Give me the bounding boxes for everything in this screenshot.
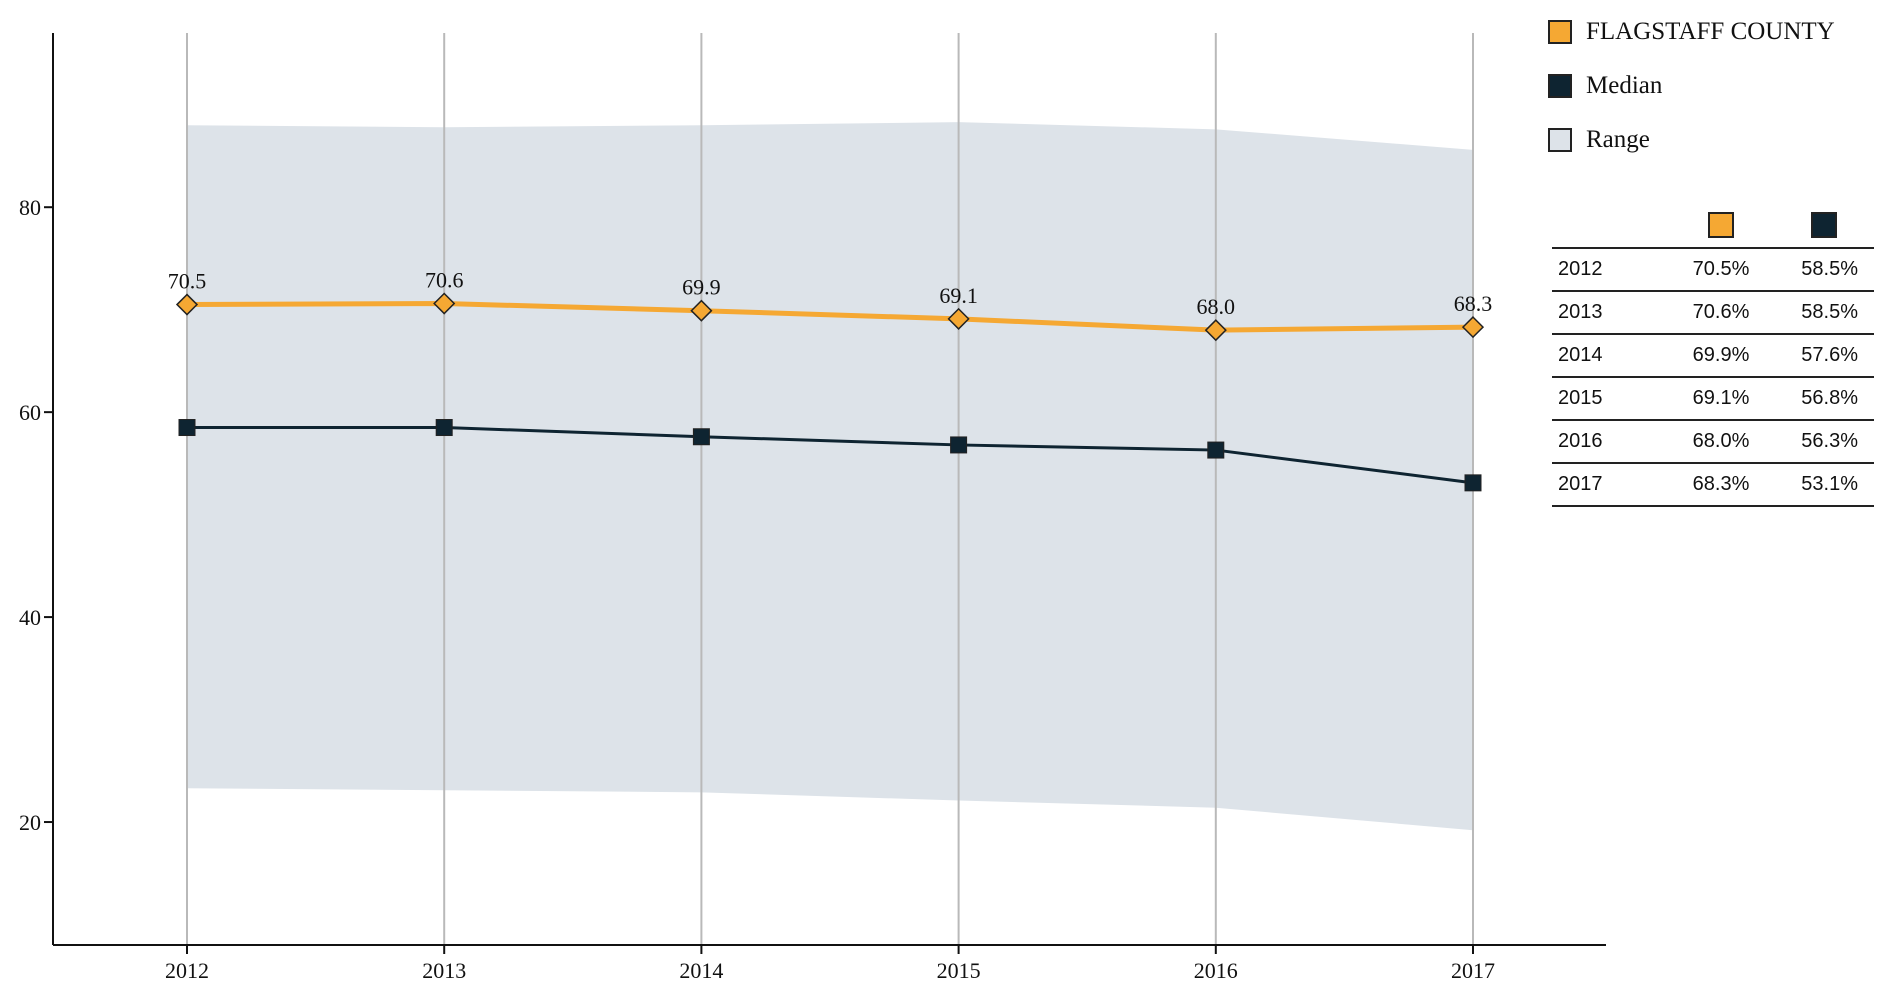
table-cell-county: 70.6% xyxy=(1668,291,1774,335)
county-data-label: 68.0 xyxy=(1197,294,1236,319)
legend-swatch-county xyxy=(1548,20,1572,44)
table-header-median xyxy=(1774,203,1874,249)
legend-label-range: Range xyxy=(1586,126,1650,153)
series-markers xyxy=(175,292,1485,492)
county-data-label: 69.9 xyxy=(682,275,721,300)
table-row: 2013 70.6% 58.5% xyxy=(1552,291,1874,335)
county-point xyxy=(690,299,713,322)
data-labels: 70.5 70.6 69.9 69.1 68.0 68.3 xyxy=(168,268,1493,320)
table-row: 2016 68.0% 56.3% xyxy=(1552,420,1874,464)
table-header-county xyxy=(1668,203,1774,249)
legend-item-median: Median xyxy=(1548,59,1835,113)
table-cell-county: 69.1% xyxy=(1668,377,1774,421)
table-cell-year: 2014 xyxy=(1552,334,1668,378)
table-cell-year: 2017 xyxy=(1552,463,1668,507)
legend-item-county: FLAGSTAFF COUNTY xyxy=(1548,5,1835,59)
axes: 20 40 60 80 2012 2013 2014 2015 2016 2017 xyxy=(19,33,1606,983)
table-cell-year: 2016 xyxy=(1552,420,1668,464)
county-data-label: 68.3 xyxy=(1454,291,1493,316)
table-cell-median: 58.5% xyxy=(1774,291,1874,335)
county-point xyxy=(1461,316,1485,339)
table-cell-county: 68.3% xyxy=(1668,463,1774,507)
legend-label-county: FLAGSTAFF COUNTY xyxy=(1586,18,1835,45)
table-row: 2017 68.3% 53.1% xyxy=(1552,463,1874,507)
median-point xyxy=(692,428,710,446)
legend-label-median: Median xyxy=(1586,72,1663,99)
county-data-label: 69.1 xyxy=(939,283,978,308)
county-data-label: 70.5 xyxy=(168,269,207,294)
table-row: 2014 69.9% 57.6% xyxy=(1552,334,1874,378)
data-table: 2012 70.5% 58.5% 2013 70.6% 58.5% 2014 69.9% 5… xyxy=(1552,203,1874,507)
table-cell-county: 69.9% xyxy=(1668,334,1774,378)
median-point xyxy=(178,419,196,437)
table-header-year xyxy=(1552,203,1668,249)
table-row: 2012 70.5% 58.5% xyxy=(1552,248,1874,292)
range-band xyxy=(187,122,1473,831)
median-swatch-icon xyxy=(1811,212,1837,238)
table-cell-county: 70.5% xyxy=(1668,248,1774,292)
median-point xyxy=(1207,441,1225,459)
x-tick-label: 2015 xyxy=(937,958,981,983)
table-header-row xyxy=(1552,203,1874,249)
table-row: 2015 69.1% 56.8% xyxy=(1552,377,1874,421)
table-cell-county: 68.0% xyxy=(1668,420,1774,464)
y-tick-label: 80 xyxy=(19,195,41,220)
x-tick-label: 2014 xyxy=(679,958,723,983)
table-cell-year: 2013 xyxy=(1552,291,1668,335)
series-lines xyxy=(186,301,1474,485)
table-cell-median: 58.5% xyxy=(1774,248,1874,292)
county-point xyxy=(947,307,970,330)
x-tick-label: 2016 xyxy=(1194,958,1238,983)
median-point xyxy=(950,436,968,454)
median-point xyxy=(435,419,453,437)
y-tick-label: 40 xyxy=(19,605,41,630)
county-swatch-icon xyxy=(1708,212,1734,238)
county-line xyxy=(186,301,1474,333)
legend-swatch-range xyxy=(1548,128,1572,152)
y-tick-label: 60 xyxy=(19,400,41,425)
legend: FLAGSTAFF COUNTY Median Range xyxy=(1548,5,1835,167)
y-tick-label: 20 xyxy=(19,810,41,835)
x-tick-label: 2013 xyxy=(422,958,466,983)
table-cell-median: 53.1% xyxy=(1774,463,1874,507)
county-point xyxy=(433,292,456,315)
legend-swatch-median xyxy=(1548,74,1572,98)
county-point xyxy=(1204,319,1227,342)
median-line xyxy=(187,426,1474,485)
table-cell-median: 56.3% xyxy=(1774,420,1874,464)
table-cell-year: 2015 xyxy=(1552,377,1668,421)
range-band-layer xyxy=(187,122,1473,831)
table-cell-median: 57.6% xyxy=(1774,334,1874,378)
x-tick-label: 2017 xyxy=(1451,958,1495,983)
county-data-label: 70.6 xyxy=(425,268,464,293)
table-cell-median: 56.8% xyxy=(1774,377,1874,421)
gridlines xyxy=(186,33,1474,945)
table-cell-year: 2012 xyxy=(1552,248,1668,292)
county-point xyxy=(175,293,199,316)
x-tick-label: 2012 xyxy=(165,958,209,983)
legend-item-range: Range xyxy=(1548,113,1835,167)
median-point xyxy=(1464,474,1482,492)
